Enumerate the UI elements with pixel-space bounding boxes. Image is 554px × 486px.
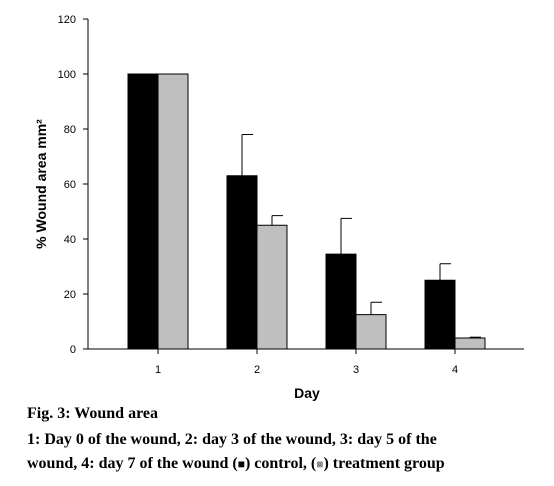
x-axis: 1 2 3 4 [88, 348, 524, 376]
bar-treatment-group-4 [454, 337, 486, 350]
caption-text: ) control, ( [244, 455, 317, 472]
bar-treatment-group-2 [256, 224, 288, 350]
caption-text: wound, 4: day 7 of the wound ( [27, 455, 238, 472]
bar-chart: 0 20 40 60 80 100 120 1 2 3 4 Day % Wound area mm… [33, 14, 524, 401]
bar-control-1 [127, 73, 159, 350]
bars [127, 73, 486, 350]
bar-control-2 [226, 175, 258, 350]
y-tick-label: 40 [64, 234, 76, 246]
y-tick-label: 60 [64, 179, 76, 191]
x-tick-label: 2 [254, 364, 260, 376]
y-axis: 0 20 40 60 80 100 120 [58, 14, 89, 356]
bar-control-4 [424, 279, 456, 350]
y-tick-label: 120 [58, 14, 76, 26]
figure-caption-line1: 1: Day 0 of the wound, 2: day 3 of the w… [27, 431, 437, 448]
control-legend-square-icon: ■ [237, 457, 245, 471]
treatment-legend-square-icon: ■ [316, 457, 324, 471]
x-tick-label: 1 [155, 364, 161, 376]
y-tick-label: 80 [64, 124, 76, 136]
bar-treatment-group-1 [157, 73, 189, 350]
bar-treatment-group-3 [355, 314, 387, 350]
y-tick-label: 100 [58, 69, 76, 81]
y-axis-title: % Wound area mm² [33, 119, 49, 249]
figure-caption-line2: wound, 4: day 7 of the wound (■) control… [27, 454, 547, 474]
x-tick-label: 4 [452, 364, 458, 376]
x-axis-title: Day [294, 385, 320, 401]
figure-caption-title: Fig. 3: Wound area [27, 405, 158, 422]
bar-control-3 [325, 253, 357, 350]
y-tick-label: 0 [70, 344, 76, 356]
x-tick-label: 3 [353, 364, 359, 376]
caption-text: ) treatment group [323, 455, 445, 472]
y-tick-label: 20 [64, 289, 76, 301]
